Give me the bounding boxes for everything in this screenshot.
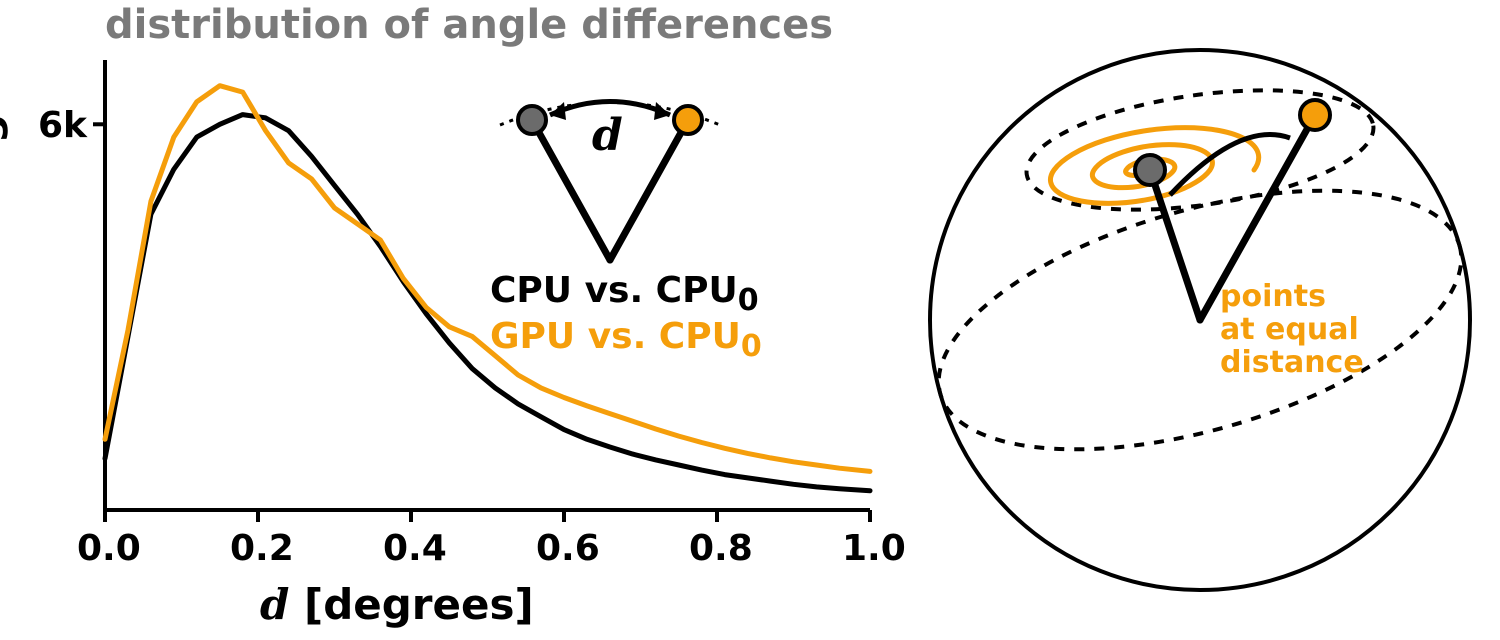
- x-axis-label-rest: [degrees]: [289, 580, 533, 629]
- legend-cpu: CPU vs. CPU0: [490, 270, 759, 318]
- angle-arrow-left: [550, 102, 566, 120]
- sphere-marker-orange: [1300, 100, 1330, 130]
- angle-label-d: d: [592, 110, 623, 161]
- legend-cpu-sub: 0: [738, 283, 759, 318]
- sphere-diagram: [920, 20, 1480, 620]
- legend-cpu-text: CPU vs. CPU: [490, 270, 738, 311]
- x-tick-label: 0.8: [689, 528, 753, 569]
- sphere-label-line1: points: [1220, 280, 1364, 313]
- angle-arrow-right: [654, 102, 670, 120]
- legend-gpu-text: GPU vs. CPU: [490, 316, 741, 357]
- sphere-label-line2: at equal: [1220, 313, 1364, 346]
- x-axis-label: d [degrees]: [260, 580, 534, 629]
- x-axis-label-d: d: [260, 580, 289, 629]
- x-tick-label: 0.2: [230, 528, 294, 569]
- legend-gpu-sub: 0: [741, 329, 762, 364]
- figure: distribution of angle differences # imag…: [0, 0, 1500, 640]
- angle-inset-diagram: [470, 70, 750, 270]
- sphere-marker-gray: [1135, 155, 1165, 185]
- legend-gpu: GPU vs. CPU0: [490, 316, 762, 364]
- angle-label: d: [592, 110, 623, 161]
- x-tick-label: 0.6: [536, 528, 600, 569]
- sphere-label: points at equal distance: [1220, 280, 1364, 379]
- angle-marker-orange: [674, 106, 702, 134]
- sphere-label-line3: distance: [1220, 346, 1364, 379]
- x-tick-label: 1.0: [842, 528, 906, 569]
- x-tick-label: 0.4: [383, 528, 447, 569]
- angle-marker-gray: [518, 106, 546, 134]
- x-tick-label: 0.0: [77, 528, 141, 569]
